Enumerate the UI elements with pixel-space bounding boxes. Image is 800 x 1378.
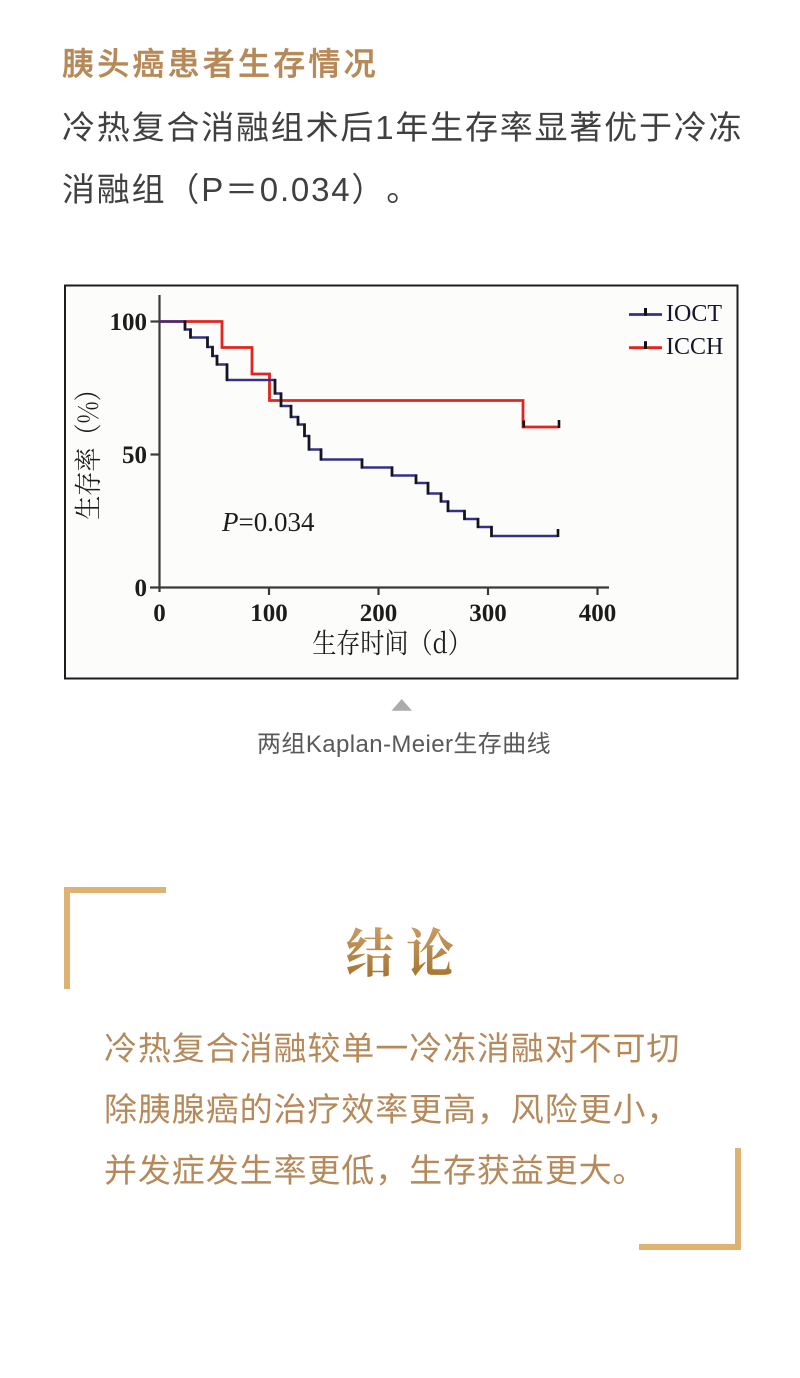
svg-text:IOCT: IOCT: [666, 301, 722, 327]
svg-text:50: 50: [122, 442, 147, 469]
svg-text:100: 100: [110, 309, 148, 336]
svg-text:P=0.034: P=0.034: [221, 507, 315, 537]
svg-text:300: 300: [469, 600, 507, 627]
svg-text:生存时间（d）: 生存时间（d）: [312, 622, 472, 662]
svg-text:100: 100: [250, 600, 288, 627]
svg-text:200: 200: [360, 600, 398, 627]
svg-text:ICCH: ICCH: [666, 334, 723, 360]
svg-text:0: 0: [153, 600, 166, 627]
svg-text:400: 400: [579, 600, 617, 627]
svg-text:生存率（%）: 生存率（%）: [67, 377, 107, 520]
svg-text:0: 0: [135, 575, 148, 602]
